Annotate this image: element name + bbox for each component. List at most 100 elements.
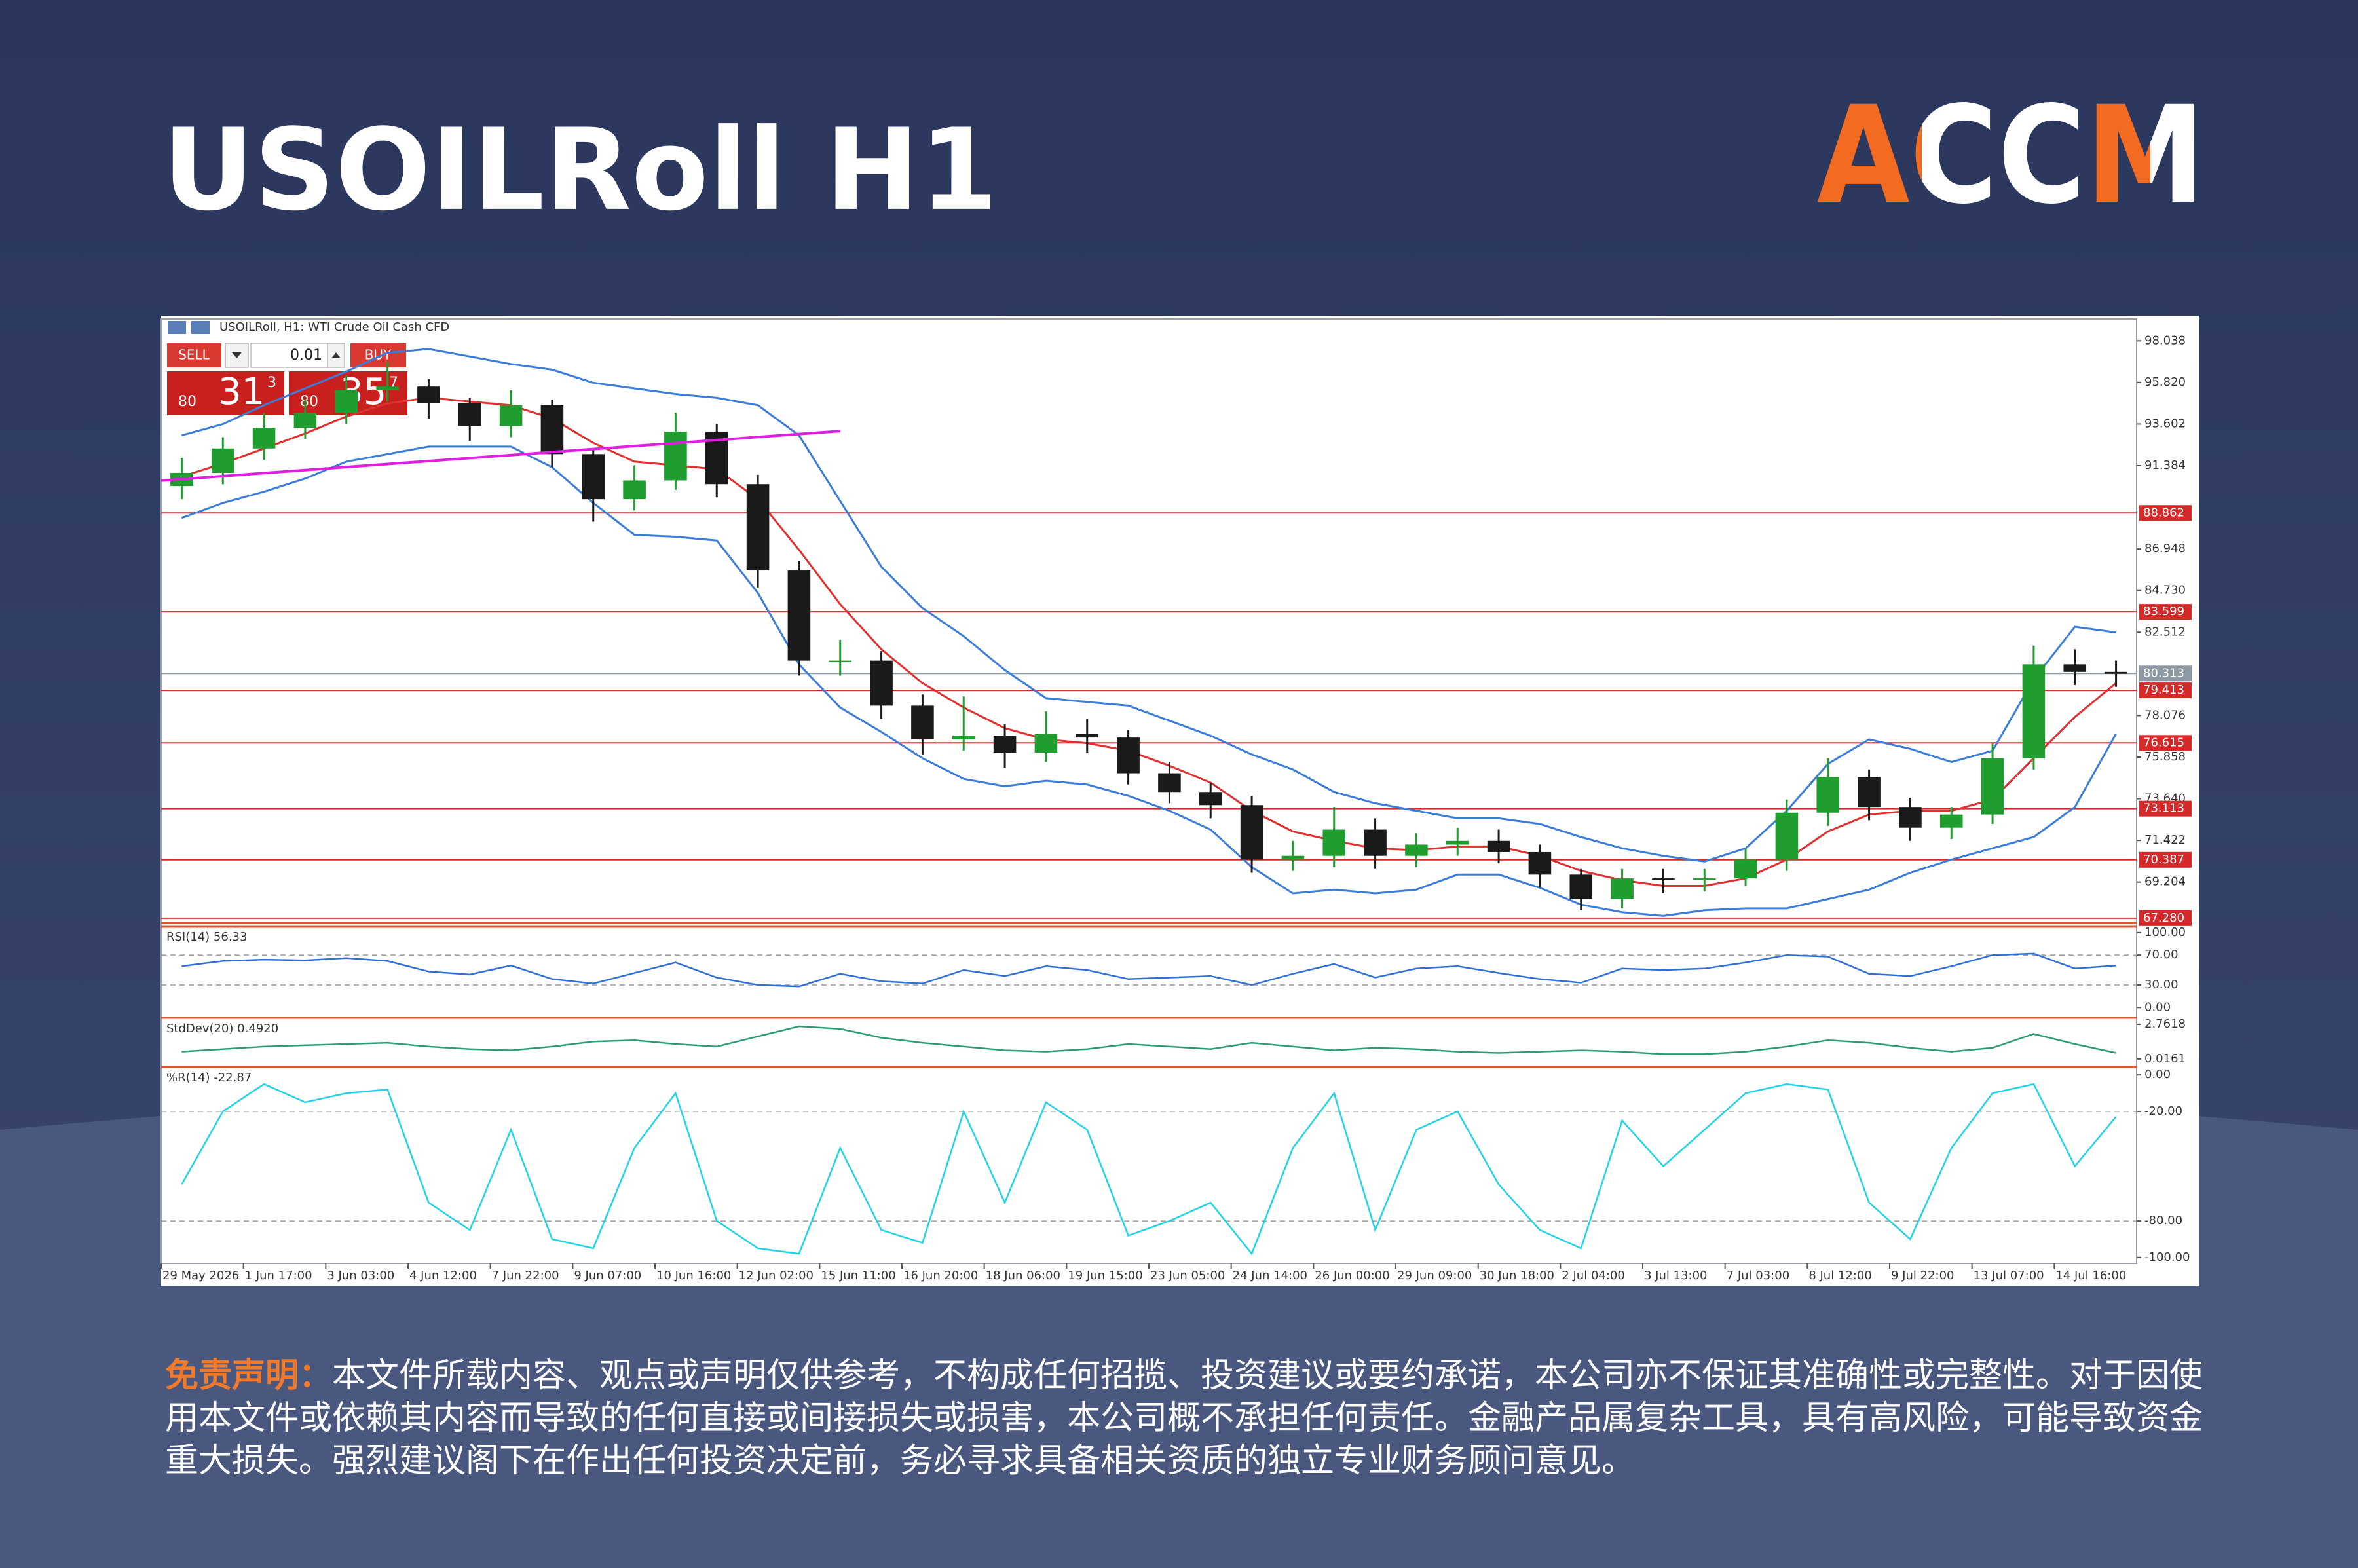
logo: ACCM xyxy=(1817,78,2205,234)
y-tick-label: 30.00 xyxy=(2144,978,2179,992)
y-tick-label: 70.00 xyxy=(2144,948,2179,961)
x-tick-label: 18 Jun 06:00 xyxy=(986,1269,1060,1282)
sell-label: SELL xyxy=(178,347,210,363)
y-tick-label: 0.0161 xyxy=(2144,1052,2186,1066)
y-tick-label: 93.602 xyxy=(2144,417,2186,430)
candle-body xyxy=(623,480,646,500)
candle-body xyxy=(1240,805,1263,860)
candle-body xyxy=(1528,851,1552,875)
x-tick-label: 14 Jul 16:00 xyxy=(2055,1269,2126,1282)
trend-line xyxy=(160,430,840,482)
candle-body xyxy=(664,431,687,481)
y-tick-label: 78.076 xyxy=(2144,708,2186,722)
overlay-line xyxy=(181,445,2117,917)
level-tag xyxy=(2139,682,2192,699)
x-tick-label: 8 Jul 12:00 xyxy=(1808,1269,1872,1282)
bid-box[interactable] xyxy=(167,371,284,415)
level-tag xyxy=(2139,851,2192,868)
indicator-label: RSI(14) 56.33 xyxy=(166,930,247,944)
x-tick-label: 3 Jun 03:00 xyxy=(327,1269,394,1282)
candle-body xyxy=(1693,878,1716,880)
level-label: 73.113 xyxy=(2143,802,2184,815)
candle-body xyxy=(1034,734,1058,753)
y-tick-label: -100.00 xyxy=(2144,1250,2190,1264)
candle-body xyxy=(335,390,358,413)
indicator-label: %R(14) -22.87 xyxy=(166,1071,252,1085)
x-tick-label: 3 Jul 13:00 xyxy=(1644,1269,1708,1282)
y-tick-label: 98.038 xyxy=(2144,333,2186,347)
indicator-label: StdDev(20) 0.4920 xyxy=(166,1022,278,1036)
candle-body xyxy=(293,413,317,428)
candle-body xyxy=(2022,664,2046,758)
candle-body xyxy=(1117,737,1140,774)
candle-body xyxy=(1199,792,1222,806)
page-title: USOILRoll H1 xyxy=(162,104,998,236)
indicator-line xyxy=(181,1083,2117,1256)
candle-body xyxy=(993,736,1017,753)
x-tick-label: 10 Jun 16:00 xyxy=(656,1269,731,1282)
candle-body xyxy=(1775,812,1799,860)
x-tick-label: 23 Jun 05:00 xyxy=(1150,1269,1225,1282)
candle-body xyxy=(1611,878,1634,899)
candle-body xyxy=(376,386,399,390)
sell-button[interactable] xyxy=(167,343,221,367)
x-tick-label: 7 Jun 22:00 xyxy=(492,1269,559,1282)
candle-body xyxy=(1652,878,1675,880)
toolbar-icon[interactable] xyxy=(168,321,186,334)
y-tick-label: 82.512 xyxy=(2144,625,2186,639)
disclaimer-label: 免责声明： xyxy=(165,1356,333,1395)
ask-big: 80 xyxy=(300,394,318,410)
candle-body xyxy=(1899,807,1922,828)
candle-body xyxy=(1158,773,1181,793)
x-tick-label: 16 Jun 20:00 xyxy=(903,1269,978,1282)
toolbar-icon[interactable] xyxy=(191,321,210,334)
y-tick-label: 2.7618 xyxy=(2144,1017,2186,1031)
candle-body xyxy=(870,660,893,706)
indicator-line xyxy=(181,952,2116,988)
level-label: 67.280 xyxy=(2143,911,2184,925)
y-tick-label: 71.422 xyxy=(2144,833,2186,847)
x-tick-label: 12 Jun 02:00 xyxy=(739,1269,814,1282)
buy-button[interactable] xyxy=(350,343,406,367)
x-tick-label: 2 Jul 04:00 xyxy=(1562,1269,1625,1282)
candle-body xyxy=(1281,855,1305,860)
y-tick-label: 100.00 xyxy=(2144,925,2186,939)
x-tick-label: 4 Jun 12:00 xyxy=(409,1269,477,1282)
bid-big: 80 xyxy=(178,394,196,410)
x-tick-label: 19 Jun 15:00 xyxy=(1068,1269,1142,1282)
candle-body xyxy=(1322,829,1346,856)
level-label: 70.387 xyxy=(2143,853,2184,867)
x-tick-label: 29 Jun 09:00 xyxy=(1397,1269,1472,1282)
y-tick-label: -80.00 xyxy=(2144,1214,2182,1227)
y-tick-label: 75.858 xyxy=(2144,750,2186,764)
arrow-up xyxy=(331,352,341,358)
candle-body xyxy=(252,428,276,449)
candle-body xyxy=(1446,840,1469,845)
overlay-line xyxy=(181,348,2116,863)
level-label: 79.413 xyxy=(2143,683,2184,697)
x-tick-label: 24 Jun 14:00 xyxy=(1233,1269,1307,1282)
level-tag xyxy=(2139,604,2192,620)
y-tick-label: 0.00 xyxy=(2144,1000,2171,1014)
bid-pips: 31 xyxy=(218,371,265,413)
y-tick-label: 69.204 xyxy=(2144,875,2186,889)
chart-title: USOILRoll, H1: WTI Crude Oil Cash CFD xyxy=(219,320,449,334)
candle-body xyxy=(1858,777,1881,808)
candle-body xyxy=(1981,758,2004,815)
x-tick-label: 15 Jun 11:00 xyxy=(821,1269,895,1282)
candle-body xyxy=(499,405,523,426)
level-tag xyxy=(2139,735,2192,751)
level-tag xyxy=(2139,910,2192,926)
lot-value: 0.01 xyxy=(290,347,322,364)
x-tick-label: 7 Jul 03:00 xyxy=(1727,1269,1790,1282)
candle-body xyxy=(1405,844,1428,856)
candle-body xyxy=(787,570,811,661)
candle-body xyxy=(1364,829,1387,856)
indicator-line xyxy=(181,1025,2116,1055)
level-label: 88.862 xyxy=(2143,506,2184,519)
x-tick-label: 30 Jun 18:00 xyxy=(1480,1269,1554,1282)
y-tick-label: 91.384 xyxy=(2144,458,2186,472)
y-tick-label: 84.730 xyxy=(2144,584,2186,597)
level-label: 76.615 xyxy=(2143,736,2184,749)
